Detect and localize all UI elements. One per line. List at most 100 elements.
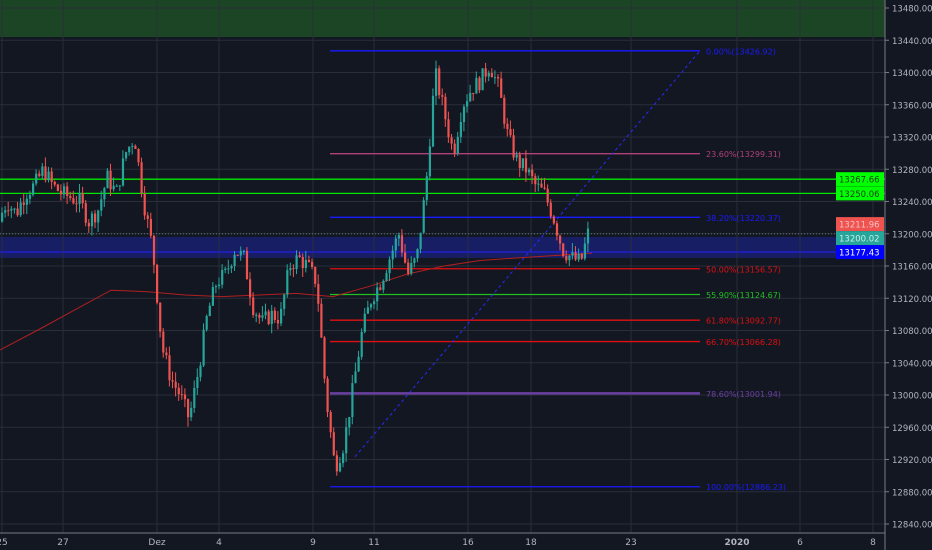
candle <box>292 268 295 270</box>
candle <box>165 352 168 356</box>
candle <box>391 250 394 260</box>
candle <box>314 266 317 284</box>
candle <box>140 162 143 194</box>
candle <box>298 255 301 257</box>
time-tick-label: 23 <box>625 538 636 548</box>
fib-level-label: 55.90%(13124.67) <box>706 291 781 300</box>
candle <box>444 96 447 120</box>
price-tick-label: 13320.00 <box>892 134 932 144</box>
candle <box>528 169 531 173</box>
candle <box>382 280 385 290</box>
candle <box>435 68 438 96</box>
candle <box>552 216 555 224</box>
candle <box>407 262 410 274</box>
candle <box>177 387 180 395</box>
candle <box>487 72 490 77</box>
price-tick-label: 13160.00 <box>892 263 932 273</box>
candle <box>416 249 419 259</box>
price-tick-label: 13000.00 <box>892 392 932 402</box>
time-tick-label: 27 <box>57 538 68 548</box>
candle <box>450 137 453 144</box>
candle <box>283 294 286 309</box>
candle <box>56 184 59 191</box>
candle <box>84 203 87 223</box>
candle <box>453 143 456 154</box>
candle <box>239 250 242 256</box>
candle <box>385 273 388 281</box>
candle <box>190 407 193 418</box>
price-tick-label: 13040.00 <box>892 359 932 369</box>
candle <box>490 72 493 78</box>
candle <box>475 77 478 94</box>
candle <box>459 122 462 137</box>
candle <box>472 92 475 94</box>
candle <box>100 199 103 211</box>
candle <box>221 269 224 285</box>
candle <box>125 152 128 159</box>
fib-level-label: 50.00%(13156.57) <box>706 265 781 274</box>
fib-trend-line <box>354 50 701 458</box>
candle <box>500 78 503 98</box>
candle <box>146 215 149 219</box>
candle <box>360 331 363 357</box>
candle <box>497 77 500 79</box>
candle <box>13 208 16 210</box>
candle <box>565 256 568 261</box>
candle <box>218 284 221 287</box>
candle <box>94 213 97 223</box>
candle <box>128 146 131 153</box>
candle <box>103 188 106 200</box>
candle <box>143 193 146 216</box>
candle <box>376 287 379 302</box>
candle <box>69 195 72 199</box>
candle <box>304 259 307 269</box>
candle <box>137 149 140 163</box>
candle <box>571 252 574 256</box>
candle <box>156 264 159 303</box>
price-tick-label: 13080.00 <box>892 327 932 337</box>
candle <box>41 166 44 176</box>
candle <box>115 185 118 187</box>
candle <box>249 279 252 298</box>
candle <box>233 254 236 266</box>
price-label-badge <box>836 217 884 232</box>
candles <box>1 60 590 476</box>
candle <box>255 314 258 316</box>
candle <box>131 145 134 147</box>
candle <box>273 310 276 320</box>
candle <box>196 376 199 388</box>
candle <box>106 170 109 189</box>
time-tick-label: 18 <box>525 538 537 548</box>
candle <box>47 171 50 181</box>
candle <box>72 198 75 204</box>
candle <box>264 311 267 316</box>
candle <box>211 287 214 306</box>
candle <box>338 463 342 472</box>
candle <box>53 181 56 185</box>
candle <box>524 158 528 173</box>
candle <box>369 304 373 308</box>
fib-level-label: 0.00%(13426.92) <box>706 47 776 56</box>
candle <box>348 417 351 428</box>
candle <box>506 123 509 130</box>
candle <box>7 210 10 212</box>
candle <box>425 176 428 201</box>
candle <box>19 202 22 216</box>
time-tick-label: Dez <box>148 538 165 548</box>
candle <box>28 194 32 199</box>
candle <box>227 268 230 270</box>
candle <box>78 193 81 205</box>
time-tick-label: 4 <box>216 538 222 548</box>
price-tick-label: 12920.00 <box>892 456 932 466</box>
candle <box>373 301 376 305</box>
candle <box>342 453 345 464</box>
candle <box>363 313 366 332</box>
candle <box>345 427 348 454</box>
candle <box>537 183 540 185</box>
candle <box>543 187 546 189</box>
candle <box>307 259 311 262</box>
candle <box>214 286 218 288</box>
candle <box>236 254 239 256</box>
candle <box>4 210 7 213</box>
